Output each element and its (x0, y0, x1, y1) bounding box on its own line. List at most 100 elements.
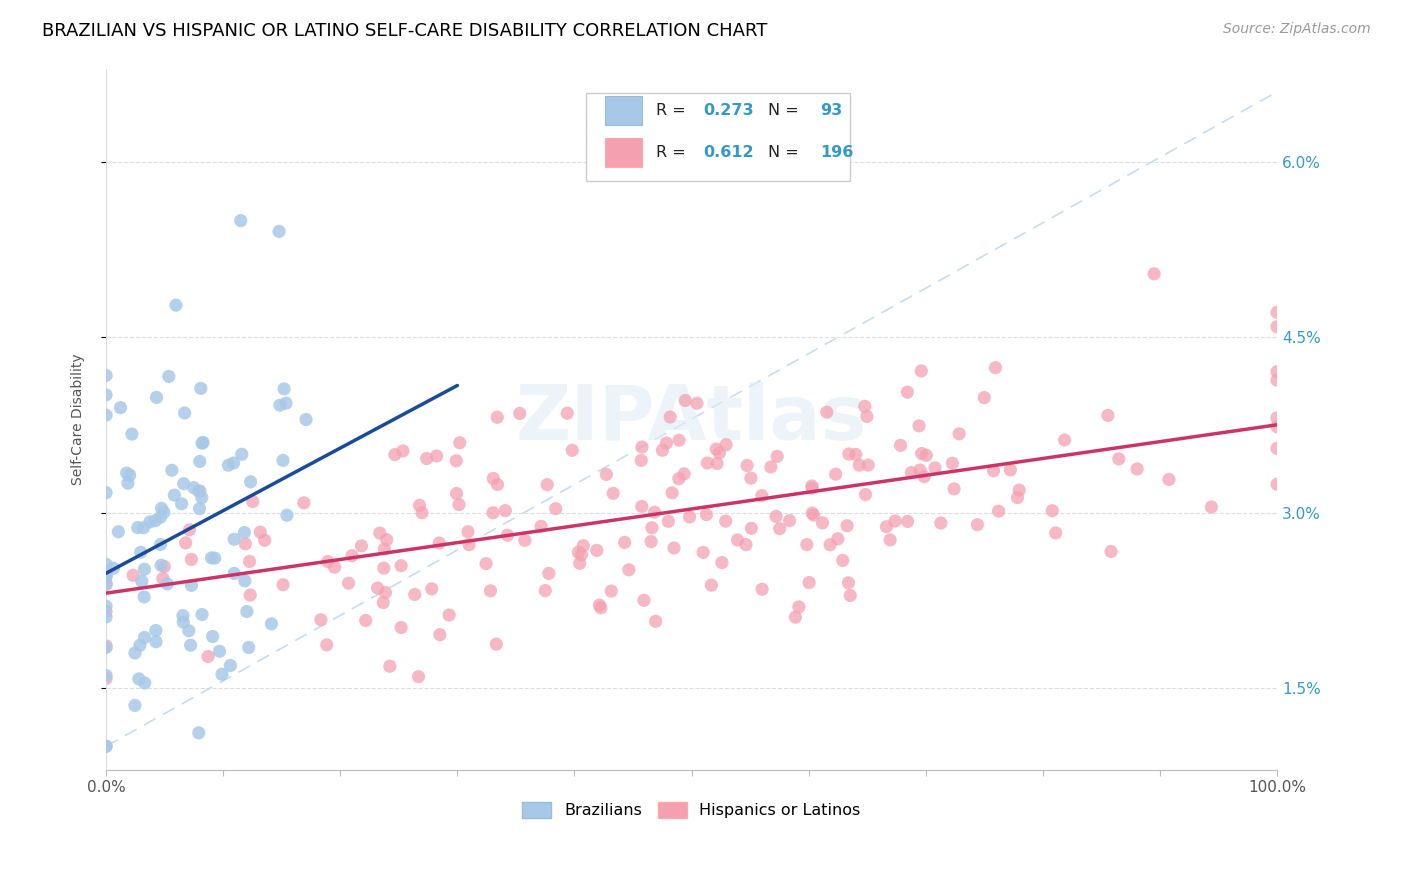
Hispanics or Latinos (948, 426, 970, 441)
Brazilians (191, 436, 214, 450)
Brazilians (129, 545, 152, 559)
Hispanics or Latinos (1201, 500, 1223, 514)
Hispanics or Latinos (631, 440, 654, 454)
Brazilians (231, 447, 253, 461)
Hispanics or Latinos (446, 486, 468, 500)
Brazilians (267, 224, 290, 238)
Hispanics or Latinos (235, 537, 257, 551)
Hispanics or Latinos (686, 396, 709, 410)
Brazilians (201, 630, 224, 644)
Hispanics or Latinos (389, 620, 412, 634)
Hispanics or Latinos (375, 533, 398, 547)
Hispanics or Latinos (239, 588, 262, 602)
Hispanics or Latinos (890, 438, 912, 452)
Brazilians (129, 638, 152, 652)
Brazilians (118, 468, 141, 483)
Brazilians (200, 550, 222, 565)
Hispanics or Latinos (613, 535, 636, 549)
Brazilians (222, 456, 245, 470)
Hispanics or Latinos (1265, 305, 1288, 319)
Brazilians (157, 369, 180, 384)
Hispanics or Latinos (661, 486, 683, 500)
Hispanics or Latinos (392, 444, 415, 458)
Brazilians (132, 521, 155, 535)
Brazilians (145, 391, 167, 405)
Text: 0.612: 0.612 (703, 145, 754, 161)
Hispanics or Latinos (1040, 504, 1063, 518)
Hispanics or Latinos (600, 584, 623, 599)
Brazilians (271, 453, 294, 467)
Hispanics or Latinos (404, 587, 426, 601)
Brazilians (233, 525, 256, 540)
Hispanics or Latinos (710, 556, 733, 570)
Hispanics or Latinos (740, 521, 762, 535)
Hispanics or Latinos (1099, 544, 1122, 558)
Hispanics or Latinos (486, 410, 509, 425)
Hispanics or Latinos (827, 532, 849, 546)
Hispanics or Latinos (831, 553, 853, 567)
Hispanics or Latinos (838, 447, 860, 461)
Hispanics or Latinos (350, 539, 373, 553)
Hispanics or Latinos (340, 549, 363, 563)
Hispanics or Latinos (765, 509, 787, 524)
Text: N =: N = (768, 145, 803, 161)
Hispanics or Latinos (908, 418, 931, 433)
Hispanics or Latinos (751, 582, 773, 597)
Brazilians (128, 672, 150, 686)
Brazilians (160, 463, 183, 477)
Hispanics or Latinos (695, 508, 717, 522)
Hispanics or Latinos (1265, 477, 1288, 491)
Hispanics or Latinos (373, 596, 395, 610)
Hispanics or Latinos (811, 516, 834, 530)
Hispanics or Latinos (678, 510, 700, 524)
Text: R =: R = (657, 103, 692, 118)
Hispanics or Latinos (249, 525, 271, 540)
Hispanics or Latinos (530, 519, 553, 533)
Hispanics or Latinos (1000, 463, 1022, 477)
Hispanics or Latinos (271, 578, 294, 592)
Brazilians (94, 564, 117, 578)
Brazilians (190, 381, 212, 395)
Hispanics or Latinos (929, 516, 952, 530)
Hispanics or Latinos (735, 538, 758, 552)
Hispanics or Latinos (984, 360, 1007, 375)
Hispanics or Latinos (571, 548, 593, 562)
Hispanics or Latinos (180, 552, 202, 566)
Brazilians (236, 605, 259, 619)
Brazilians (180, 578, 202, 592)
Text: N =: N = (768, 103, 803, 118)
Brazilians (180, 638, 202, 652)
Hispanics or Latinos (485, 637, 508, 651)
Brazilians (188, 484, 211, 499)
Y-axis label: Self-Care Disability: Self-Care Disability (72, 353, 86, 485)
Brazilians (117, 476, 139, 491)
Text: R =: R = (657, 145, 692, 161)
Hispanics or Latinos (1265, 442, 1288, 456)
Hispanics or Latinos (415, 451, 437, 466)
Hispanics or Latinos (1265, 410, 1288, 425)
Hispanics or Latinos (187, 483, 209, 498)
Hispanics or Latinos (815, 405, 838, 419)
Hispanics or Latinos (408, 499, 430, 513)
Hispanics or Latinos (617, 563, 640, 577)
Text: BRAZILIAN VS HISPANIC OR LATINO SELF-CARE DISABILITY CORRELATION CHART: BRAZILIAN VS HISPANIC OR LATINO SELF-CAR… (42, 22, 768, 40)
Hispanics or Latinos (700, 578, 723, 592)
Hispanics or Latinos (983, 464, 1005, 478)
Hispanics or Latinos (426, 449, 449, 463)
Hispanics or Latinos (94, 639, 117, 653)
Hispanics or Latinos (900, 466, 922, 480)
Hispanics or Latinos (384, 448, 406, 462)
Hispanics or Latinos (845, 447, 868, 461)
Hispanics or Latinos (1008, 483, 1031, 497)
Hispanics or Latinos (368, 526, 391, 541)
Text: 93: 93 (820, 103, 842, 118)
Hispanics or Latinos (1265, 419, 1288, 434)
Hispanics or Latinos (585, 543, 607, 558)
Hispanics or Latinos (714, 438, 737, 452)
Hispanics or Latinos (602, 486, 624, 500)
Hispanics or Latinos (696, 456, 718, 470)
Hispanics or Latinos (896, 385, 918, 400)
Brazilians (260, 616, 283, 631)
Brazilians (208, 644, 231, 658)
Hispanics or Latinos (572, 539, 595, 553)
